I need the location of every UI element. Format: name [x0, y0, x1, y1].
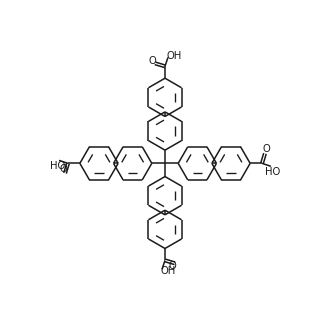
Text: OH: OH	[167, 51, 182, 61]
Text: O: O	[168, 261, 176, 271]
Text: HO: HO	[265, 167, 280, 177]
Text: O: O	[60, 164, 68, 174]
Text: O: O	[148, 56, 156, 66]
Text: OH: OH	[161, 266, 176, 276]
Text: O: O	[262, 144, 270, 154]
Text: HO: HO	[50, 161, 65, 171]
